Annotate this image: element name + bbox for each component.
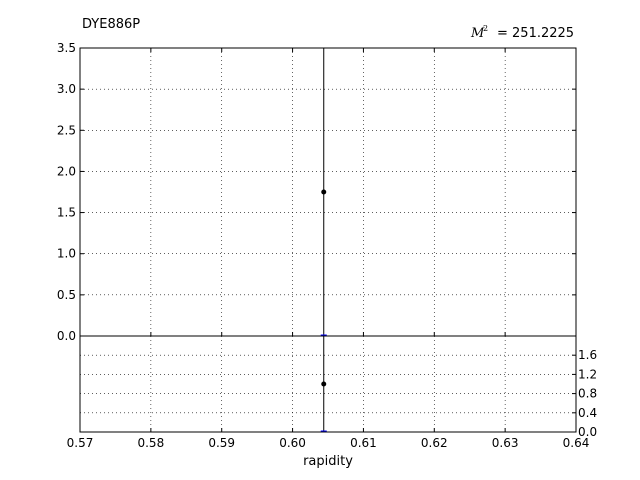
x-tick-label: 0.58 xyxy=(137,436,164,450)
chart-title: DYE886P xyxy=(82,17,140,32)
top-ticks: 0.0 0.5 1.0 1.5 2.0 2.5 3.0 3.5 xyxy=(57,41,577,343)
bottom-y-tick-label: 0.4 xyxy=(578,406,597,420)
x-axis-label: rapidity xyxy=(303,454,353,469)
y-tick-label: 1.0 xyxy=(57,247,76,261)
bottom-data-marks xyxy=(320,336,327,432)
y-tick-label: 1.5 xyxy=(57,206,76,220)
mass-annotation: M 2 = 251.2225 xyxy=(470,24,574,41)
y-tick-label: 0.0 xyxy=(57,329,76,343)
bottom-plot-area xyxy=(80,336,576,432)
y-tick-label: 2.0 xyxy=(57,164,76,178)
bottom-panel: 0.57 0.58 0.59 0.60 0.61 0.62 0.63 0.640.0 0.4 0.… xyxy=(67,335,597,469)
bottom-ticks: 0.57 0.58 0.59 0.60 0.61 0.62 0.63 0.640.0 0.4 0.… xyxy=(67,348,597,450)
x-tick-label: 0.61 xyxy=(350,436,377,450)
y-tick-label: 2.5 xyxy=(57,123,76,137)
bottom-y-tick-label: 1.2 xyxy=(578,367,597,381)
x-tick-label: 0.63 xyxy=(492,436,519,450)
bottom-axes-frame xyxy=(79,335,577,433)
x-tick-label: 0.64 xyxy=(563,436,590,450)
top-data-marks xyxy=(320,48,327,336)
mass-superscript: 2 xyxy=(483,24,488,33)
bottom-y-tick-label: 0.8 xyxy=(578,387,597,401)
bottom-y-tick-label: 0.0 xyxy=(578,425,597,439)
top-plot-area xyxy=(80,48,576,336)
top-data-point xyxy=(321,189,327,195)
x-tick-label: 0.59 xyxy=(208,436,235,450)
mass-value: = 251.2225 xyxy=(497,26,574,41)
bottom-y-tick-label: 1.6 xyxy=(578,348,597,362)
x-tick-label: 0.62 xyxy=(421,436,448,450)
y-tick-label: 0.5 xyxy=(57,288,76,302)
top-gridlines xyxy=(80,48,576,336)
y-tick-label: 3.5 xyxy=(57,41,76,55)
mass-symbol: M xyxy=(470,26,485,41)
y-tick-label: 3.0 xyxy=(57,82,76,96)
x-tick-label: 0.57 xyxy=(67,436,94,450)
bottom-data-point xyxy=(321,381,327,387)
x-tick-label: 0.60 xyxy=(279,436,306,450)
top-panel: 0.0 0.5 1.0 1.5 2.0 2.5 3.0 3.5 DYE886P M 2 = 2… xyxy=(57,17,577,343)
bottom-gridlines xyxy=(80,336,576,432)
